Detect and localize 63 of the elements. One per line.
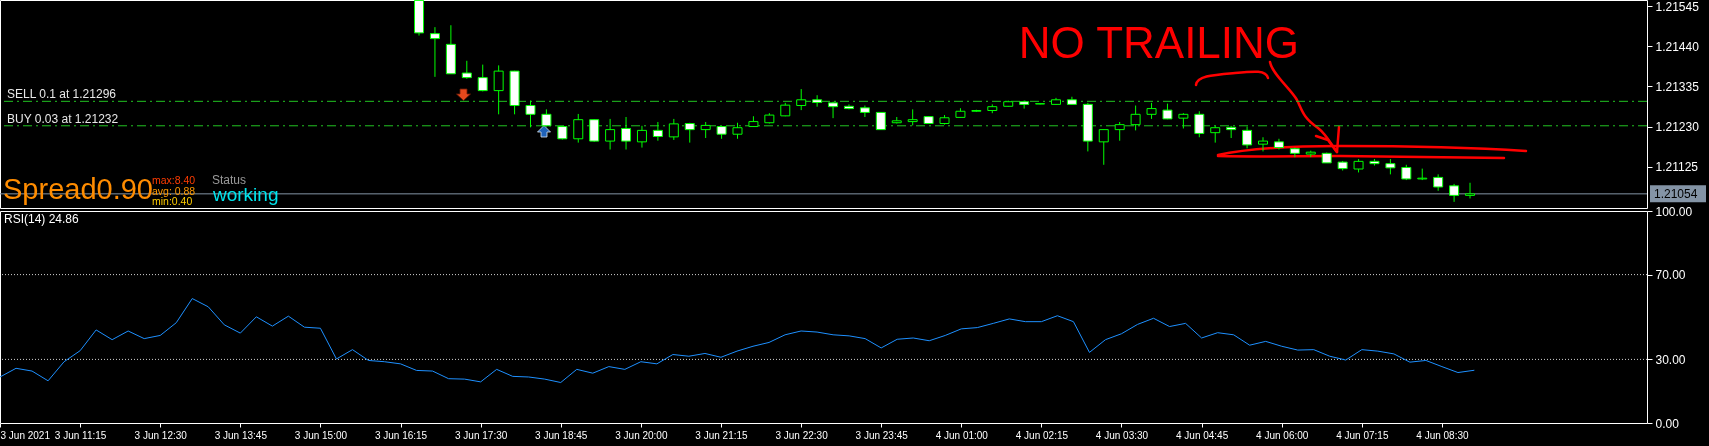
- x-tick-label: 3 Jun 18:45: [535, 429, 588, 441]
- x-tick-label: 3 Jun 2021: [0, 429, 51, 441]
- candlestick: [573, 113, 584, 144]
- candlestick: [429, 26, 440, 78]
- x-tick-label: 4 Jun 01:00: [935, 429, 989, 441]
- x-tick-label: 4 Jun 03:30: [1095, 429, 1149, 441]
- y-tick-label: 100.00: [1655, 204, 1693, 219]
- y-tick-label: 1.21230: [1655, 120, 1700, 135]
- x-tick-label: 4 Jun 06:00: [1256, 429, 1309, 441]
- candlestick: [812, 94, 823, 108]
- x-tick-label: 3 Jun 15:00: [294, 429, 348, 441]
- y-tick-label: 1.21440: [1655, 39, 1700, 54]
- x-tick-label: 4 Jun 08:30: [1416, 429, 1469, 441]
- candlestick: [652, 121, 663, 142]
- annotation: NO TRAILING: [1018, 18, 1300, 68]
- x-tick-label: 3 Jun 11:15: [54, 429, 107, 441]
- chart-title: RSI(14) 24.86: [4, 212, 80, 226]
- candlestick: [1465, 182, 1476, 199]
- y-tick-label: 30.00: [1655, 352, 1686, 367]
- annotation: Spread0.90: [3, 173, 153, 205]
- annotation: avg: 0.88: [152, 184, 196, 197]
- candlestick: [477, 64, 488, 92]
- candlestick: [859, 105, 870, 118]
- x-tick-label: 3 Jun 16:15: [374, 429, 428, 441]
- annotation: working: [212, 184, 279, 205]
- y-tick-label: 1.21335: [1655, 79, 1700, 94]
- candlestick: [1258, 136, 1269, 152]
- x-tick-label: 3 Jun 22:30: [775, 429, 829, 441]
- candlestick: [1019, 100, 1030, 110]
- annotation: Status: [212, 173, 247, 187]
- candlestick: [589, 118, 600, 143]
- x-tick-label: 3 Jun 13:45: [214, 429, 268, 441]
- x-tick-label: 4 Jun 07:15: [1336, 429, 1389, 441]
- candlestick: [1114, 121, 1125, 142]
- candlestick: [525, 100, 536, 128]
- candlestick: [1194, 110, 1205, 138]
- x-tick-label: 3 Jun 23:45: [855, 429, 909, 441]
- line-series: [0, 298, 1475, 384]
- candlestick: [1242, 126, 1253, 149]
- candlestick: [493, 64, 504, 115]
- y-tick-label: 1.21545: [1655, 0, 1700, 14]
- candlestick: [636, 125, 647, 149]
- candlestick: [668, 118, 679, 141]
- x-tick-label: 3 Jun 17:30: [455, 429, 508, 441]
- ref-line-label: SELL 0.1 at 1.21296: [7, 87, 117, 102]
- y-tick-label: 0.00: [1655, 416, 1680, 431]
- annotation: max:8.40: [152, 174, 196, 186]
- candlestick: [621, 116, 632, 150]
- candlestick: [828, 101, 839, 119]
- x-tick-label: 3 Jun 20:00: [615, 429, 668, 441]
- x-tick-label: 4 Jun 02:15: [1015, 429, 1069, 441]
- x-tick-label: 3 Jun 12:30: [134, 429, 188, 441]
- ref-line-label: 1.21054: [1654, 186, 1698, 201]
- ref-line-label: BUY 0.03 at 1.21232: [7, 111, 119, 126]
- y-tick-label: 70.00: [1655, 268, 1686, 283]
- x-tick-label: 4 Jun 04:45: [1175, 429, 1229, 441]
- annotation: min:0.40: [152, 195, 193, 207]
- y-tick-label: 1.21125: [1655, 160, 1699, 175]
- candlestick: [1098, 129, 1109, 166]
- candlestick: [796, 88, 807, 111]
- candlestick: [1130, 105, 1141, 131]
- x-tick-label: 3 Jun 21:15: [695, 429, 749, 441]
- candlestick: [605, 118, 616, 150]
